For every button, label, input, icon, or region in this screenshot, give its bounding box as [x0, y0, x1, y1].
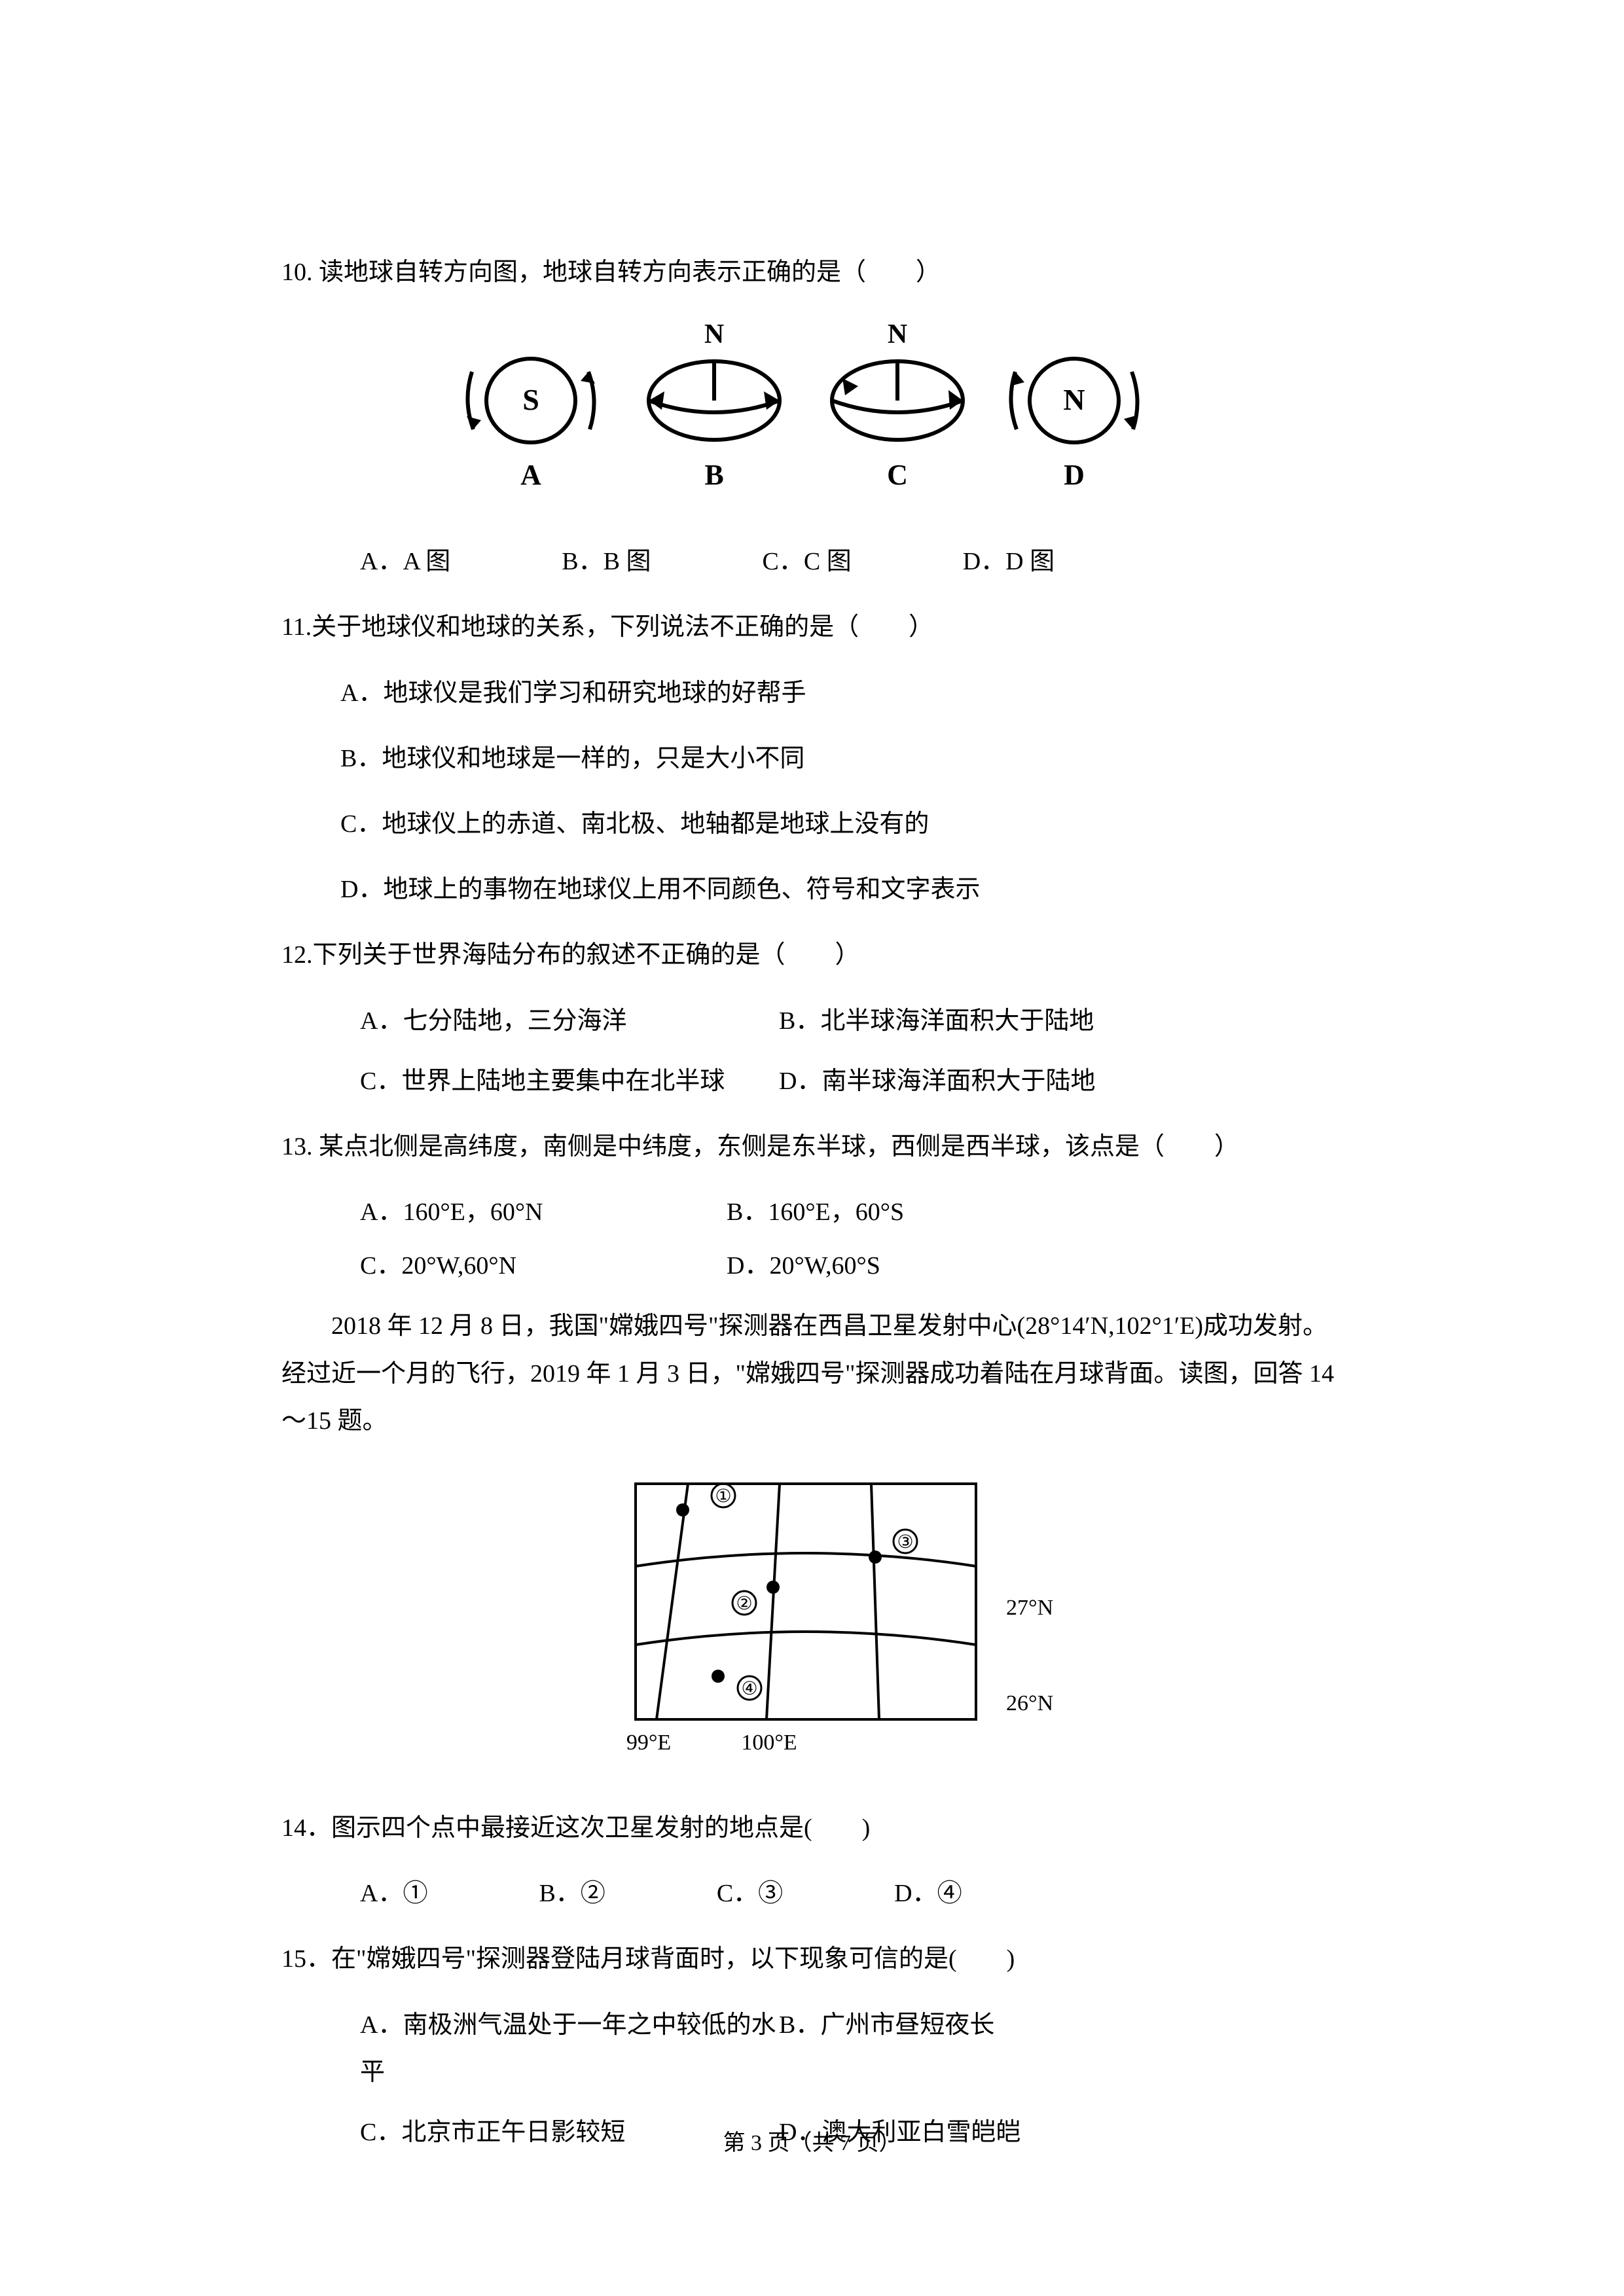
- passage-14-15: 2018 年 12 月 8 日，我国"嫦娥四号"探测器在西昌卫星发射中心(28°…: [281, 1302, 1343, 1444]
- svg-text:27°N: 27°N: [1006, 1596, 1053, 1620]
- q11-optA: A．地球仪是我们学习和研究地球的好帮手: [281, 670, 1343, 717]
- q13-optD: D．20°W,60°S: [727, 1242, 880, 1289]
- q11-optB: B．地球仪和地球是一样的，只是大小不同: [281, 735, 1343, 782]
- q11-optC: C．地球仪上的赤道、南北极、地轴都是地球上没有的: [281, 800, 1343, 848]
- svg-text:100°E: 100°E: [741, 1731, 797, 1755]
- q13-optB: B．160°E，60°S: [727, 1189, 904, 1236]
- q11-stem: 11.关于地球仪和地球的关系，下列说法不正确的是（ ）: [281, 603, 1343, 651]
- q14-optD: D．④: [894, 1870, 962, 1917]
- q10-optD: D．D 图: [963, 538, 1055, 585]
- map-figure: ① ② ③ ④ 27°N 26°N 99°E 100°E: [281, 1471, 1343, 1772]
- svg-text:26°N: 26°N: [1006, 1691, 1053, 1715]
- svg-text:S: S: [522, 383, 539, 416]
- exam-page: 10. 读地球自转方向图，地球自转方向表示正确的是（ ） S A N: [0, 0, 1624, 2296]
- q11-optD: D．地球上的事物在地球仪上用不同颜色、符号和文字表示: [281, 866, 1343, 913]
- q13-optA: A．160°E，60°N: [360, 1189, 635, 1236]
- q14-optC: C．③: [717, 1870, 783, 1917]
- q14-optA: A．①: [360, 1870, 427, 1917]
- q13-optC: C．20°W,60°N: [360, 1242, 635, 1289]
- q12-options: A．七分陆地，三分海洋 B．北半球海洋面积大于陆地 C．世界上陆地主要集中在北半…: [281, 997, 1343, 1105]
- svg-text:N: N: [1063, 383, 1085, 416]
- q12-optC: C．世界上陆地主要集中在北半球: [360, 1058, 779, 1105]
- svg-text:B: B: [704, 459, 723, 491]
- q14-optB: B．②: [539, 1870, 605, 1917]
- q10-stem: 10. 读地球自转方向图，地球自转方向表示正确的是（ ）: [281, 249, 1343, 296]
- q10-options: A．A 图 B．B 图 C．C 图 D．D 图: [281, 538, 1343, 585]
- svg-text:N: N: [887, 322, 907, 350]
- svg-text:C: C: [887, 459, 908, 491]
- q12-optD: D．南半球海洋面积大于陆地: [779, 1058, 1343, 1105]
- q10-optA: A．A 图: [360, 538, 450, 585]
- q14-options: A．① B．② C．③ D．④: [281, 1870, 1343, 1917]
- q10-optB: B．B 图: [562, 538, 651, 585]
- q13-stem: 13. 某点北侧是高纬度，南侧是中纬度，东侧是东半球，西侧是西半球，该点是（ ）: [281, 1123, 1343, 1170]
- q13-row1: A．160°E，60°N B．160°E，60°S: [281, 1189, 1343, 1236]
- q10-optC: C．C 图: [763, 538, 852, 585]
- q13-row2: C．20°W,60°N D．20°W,60°S: [281, 1242, 1343, 1289]
- q15-optB: B．广州市昼短夜长: [779, 2001, 1343, 2096]
- q12-optA: A．七分陆地，三分海洋: [360, 997, 779, 1045]
- q10-figure: S A N B N: [281, 322, 1343, 505]
- svg-text:99°E: 99°E: [626, 1731, 670, 1755]
- svg-text:A: A: [520, 459, 541, 491]
- svg-text:N: N: [704, 322, 723, 350]
- q12-optB: B．北半球海洋面积大于陆地: [779, 997, 1343, 1045]
- svg-text:D: D: [1064, 459, 1085, 491]
- q14-stem: 14．图示四个点中最接近这次卫星发射的地点是( ): [281, 1804, 1343, 1852]
- svg-text:④: ④: [741, 1679, 757, 1699]
- svg-text:③: ③: [897, 1532, 913, 1552]
- q15-optA: A．南极洲气温处于一年之中较低的水平: [360, 2001, 779, 2096]
- svg-text:②: ②: [736, 1594, 752, 1614]
- q12-stem: 12.下列关于世界海陆分布的叙述不正确的是（ ）: [281, 931, 1343, 978]
- svg-text:①: ①: [715, 1486, 731, 1507]
- q15-stem: 15．在"嫦娥四号"探测器登陆月球背面时，以下现象可信的是( ): [281, 1935, 1343, 1982]
- page-footer: 第 3 页（共 7 页）: [0, 2123, 1624, 2165]
